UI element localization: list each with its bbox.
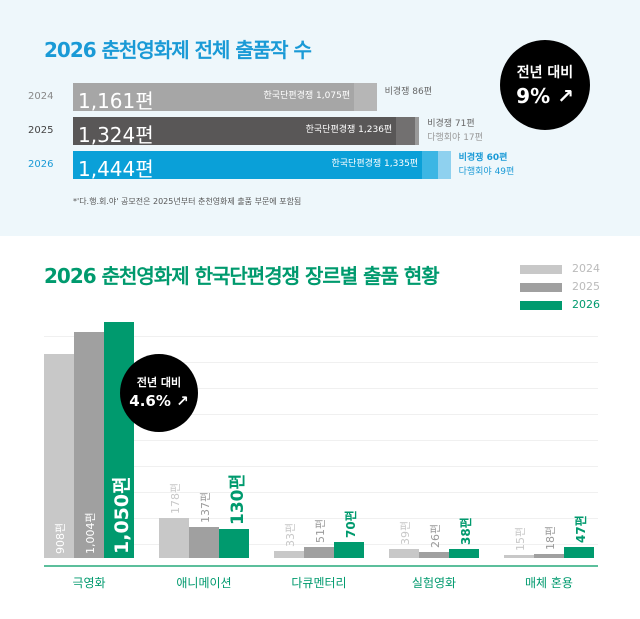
bar	[419, 552, 449, 558]
total-bar: 1,161편 한국단편경쟁 1,075편	[73, 83, 377, 113]
gridline	[44, 362, 598, 363]
gridline	[44, 336, 598, 337]
bar	[159, 517, 189, 558]
competition-label: 한국단편경쟁 1,075편	[263, 91, 351, 101]
bar	[104, 322, 134, 558]
bar-value-label: 137편	[199, 492, 213, 524]
gridline	[44, 466, 598, 467]
gridline	[44, 492, 598, 493]
bar	[449, 549, 479, 558]
bar	[74, 332, 104, 558]
noncompetition-label: 비경쟁 71편	[427, 119, 475, 129]
footnote: *'다.행.회.야' 공모전은 2025년부터 춘천영화제 출품 부문에 포함됨	[73, 197, 302, 206]
bar	[564, 547, 594, 558]
gridline	[44, 388, 598, 389]
bar-value-label: 26편	[429, 524, 443, 549]
bar	[274, 550, 304, 558]
bar-value-label: 1,004편	[84, 512, 98, 554]
badge-label: 전년 대비	[516, 65, 574, 81]
year-label: 2026	[28, 159, 54, 170]
legend-swatch	[520, 265, 562, 274]
gridline	[44, 544, 598, 545]
noncompetition-label: 비경쟁 86편	[384, 87, 433, 97]
gridline	[44, 414, 598, 415]
badge-value: 4.6% ↗	[129, 392, 189, 410]
year-label: 2025	[28, 125, 54, 136]
bar	[389, 549, 419, 558]
competition-segment	[73, 151, 423, 179]
category-label: 매체 혼용	[525, 576, 573, 590]
yoy-badge: 전년 대비 9% ↗	[500, 40, 590, 130]
badge-value: 9% ↗	[516, 84, 574, 108]
bar-value-label: 70편	[343, 510, 358, 539]
badge-label: 전년 대비	[136, 376, 182, 389]
side-labels: 비경쟁 86편	[385, 85, 432, 99]
total-bar: 1,444편 한국단편경쟁 1,335편	[73, 151, 451, 181]
bar-value-label: 1,050편	[111, 476, 134, 554]
gridline	[44, 440, 598, 441]
competition-label: 한국단편경쟁 1,236편	[305, 125, 393, 135]
category-label: 다큐멘터리	[291, 576, 347, 590]
total-label: 1,161편	[78, 89, 154, 113]
dahaenghoeya-label: 다행회야 17편	[427, 133, 483, 143]
category-label: 실험영화	[411, 576, 457, 590]
noncompetition-segment	[396, 117, 415, 145]
bar	[219, 528, 249, 558]
competition-segment	[73, 83, 355, 111]
legend-item: 2024	[520, 262, 600, 276]
bar-value-label: 33편	[284, 522, 298, 547]
bar	[304, 546, 334, 558]
legend-swatch	[520, 301, 562, 310]
genre-yoy-badge: 전년 대비 4.6% ↗	[120, 354, 198, 432]
legend-label: 2024	[572, 262, 600, 275]
total-bar: 1,324편 한국단편경쟁 1,236편	[73, 117, 420, 147]
noncompetition-segment	[354, 83, 377, 111]
bar-value-label: 908편	[54, 522, 68, 554]
legend-swatch	[520, 283, 562, 292]
bar	[44, 353, 74, 558]
legend-label: 2025	[572, 280, 600, 293]
bar-value-label: 130편	[228, 473, 249, 525]
dahaenghoeya-label: 다행회야 49편	[458, 167, 515, 177]
category-label: 애니메이션	[176, 576, 232, 590]
competition-label: 한국단편경쟁 1,335편	[331, 159, 419, 169]
chart-title: 2026 춘천영화제 한국단편경쟁 장르별 출품 현황	[44, 264, 440, 288]
gridline	[44, 518, 598, 519]
competition-segment	[73, 117, 397, 145]
bar-value-label: 178편	[169, 482, 183, 514]
legend-label: 2026	[572, 298, 600, 311]
bar-value-label: 18편	[544, 525, 558, 550]
bar-value-label: 39편	[399, 521, 413, 546]
noncompetition-segment	[422, 151, 438, 179]
noncompetition-label: 비경쟁 60편	[458, 153, 508, 163]
total-label: 1,324편	[78, 123, 154, 147]
dahaenghoeya-segment	[437, 151, 451, 179]
bar	[504, 554, 534, 558]
overview-title: 2026 춘천영화제 전체 출품작 수	[44, 38, 312, 62]
dahaenghoeya-segment	[414, 117, 420, 145]
total-label: 1,444편	[78, 157, 154, 181]
bar-value-label: 47편	[573, 515, 588, 544]
year-label: 2024	[28, 91, 54, 102]
category-label: 극영화	[72, 576, 106, 590]
legend-item: 2026	[520, 298, 600, 312]
bar	[534, 553, 564, 558]
bar-value-label: 15편	[514, 526, 528, 551]
bar	[189, 527, 219, 558]
x-axis-line	[44, 565, 598, 567]
bar-value-label: 51편	[314, 518, 328, 543]
legend-item: 2025	[520, 280, 600, 294]
bar-value-label: 38편	[458, 517, 473, 546]
bar	[334, 542, 364, 558]
